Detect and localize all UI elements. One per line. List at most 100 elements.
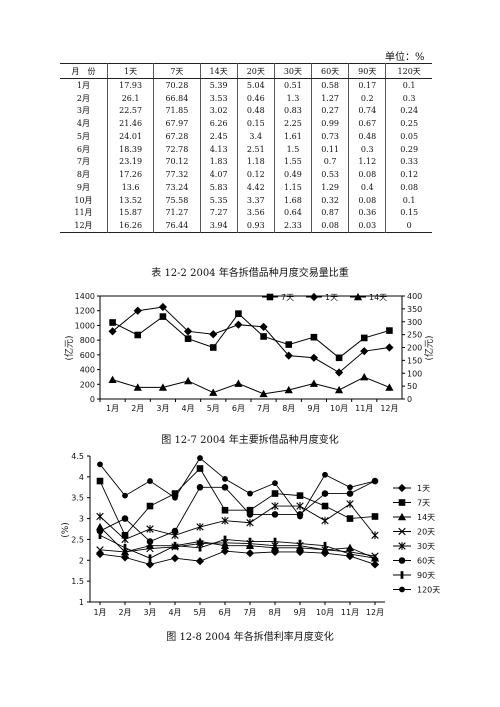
data-point [271, 511, 279, 518]
y-tick-label: 2 [79, 556, 84, 565]
legend-label: 20天 [417, 528, 435, 537]
data-point [247, 490, 253, 497]
table-cell: 0.51 [274, 78, 313, 92]
y-left-tick-label: 1200 [75, 307, 95, 316]
data-point [108, 375, 117, 383]
table-cell: 0.53 [311, 168, 350, 181]
data-point [146, 538, 154, 545]
data-point [334, 385, 344, 394]
legend-marker [397, 483, 407, 493]
table-cell: 0.12 [237, 168, 275, 181]
series-line [99, 550, 376, 565]
data-point [321, 516, 329, 525]
data-point [96, 512, 104, 521]
y-right-tick-label: 0 [407, 395, 412, 404]
data-point [372, 478, 378, 484]
data-point [95, 522, 105, 531]
data-point [371, 513, 379, 520]
data-point [222, 476, 228, 482]
table-cell: 0.25 [400, 119, 419, 129]
series-line [99, 526, 376, 559]
y-right-tick-label: 350 [407, 305, 422, 314]
figure-12-7-caption: 图 12-7 2004 年主要拆借品种月度变化 [161, 435, 339, 446]
table-cell: 21.46 [107, 117, 155, 130]
table-cell: 17.26 [107, 168, 155, 181]
table-cell: 0.11 [311, 142, 350, 156]
table-cell: 75.58 [153, 193, 201, 207]
data-point [310, 333, 318, 341]
table-cell: 3.37 [237, 193, 275, 207]
table-cell: 3月 [60, 104, 108, 118]
table-cell: 0.73 [311, 130, 350, 143]
data-point [221, 483, 229, 491]
legend-label: 30天 [417, 542, 435, 551]
series-120天 [97, 455, 378, 520]
column-header: 30天 [274, 63, 313, 79]
y-tick-label: 3.5 [71, 494, 84, 503]
x-tick-label: 3月 [143, 608, 156, 617]
data-point [270, 543, 280, 552]
data-point [234, 320, 243, 329]
data-point [385, 343, 394, 352]
data-point [196, 523, 204, 531]
table-cell: 71.85 [153, 104, 201, 118]
table-cell: 4.07 [200, 168, 238, 181]
legend-marker [353, 292, 363, 301]
table-cell: 0.67 [348, 117, 387, 130]
data-point [296, 502, 304, 510]
data-point [170, 554, 180, 563]
table-cell: 16.26 [107, 219, 155, 233]
x-tick-label: 10月 [316, 608, 334, 617]
y-tick-label: 1 [79, 598, 84, 607]
data-point [296, 492, 304, 499]
table-cell: 0.7 [311, 155, 350, 169]
data-point [134, 331, 142, 339]
y-right-tick-label: 150 [407, 356, 422, 365]
y-right-tick-label: 400 [407, 292, 422, 301]
data-point [146, 544, 154, 553]
table-cell: 3.4 [237, 130, 275, 143]
legend-marker [399, 586, 405, 593]
table-cell: 6月 [60, 142, 108, 156]
table-cell: 0.64 [274, 206, 313, 220]
legend-marker [398, 527, 406, 536]
table-cell: 1.29 [311, 181, 350, 194]
data-point [386, 327, 393, 334]
table-cell: 0.2 [348, 91, 387, 105]
data-point [147, 478, 153, 484]
table-cell: 1.68 [274, 193, 313, 207]
data-point [221, 516, 229, 525]
x-tick-label: 12月 [380, 404, 398, 413]
table-cell: 2.45 [200, 130, 238, 143]
x-tick-label: 3月 [156, 404, 169, 413]
data-point [284, 385, 293, 394]
data-point [297, 513, 303, 520]
x-tick-label: 2月 [131, 404, 144, 413]
column-header: 60天 [311, 63, 350, 79]
table-cell: 0.46 [237, 91, 275, 105]
x-tick-label: 2月 [118, 608, 131, 617]
table-cell: 0.99 [311, 117, 350, 130]
y-left-tick-label: 600 [80, 351, 95, 360]
table-cell: 7.27 [200, 206, 238, 220]
y-left-tick-label: 800 [80, 336, 95, 345]
table-cell: 0.93 [237, 219, 275, 233]
x-tick-label: 8月 [268, 608, 281, 617]
x-tick-label: 11月 [341, 608, 359, 617]
data-point [348, 550, 352, 558]
data-point [209, 330, 218, 339]
data-point [133, 383, 142, 391]
data-point [321, 490, 329, 497]
data-point [158, 383, 168, 391]
y-tick-label: 3 [79, 515, 84, 524]
x-tick-label: 5月 [207, 404, 220, 413]
table-row: 8月 17.26 77.32 4.07 0.12 0.49 0.53 0.08 0.12 [60, 168, 432, 181]
table-cell: 13.6 [107, 181, 155, 194]
series-line [99, 480, 376, 543]
data-point [309, 353, 319, 362]
series-14天 [95, 522, 380, 562]
y-left-tick-label: 0 [90, 395, 95, 404]
table-cell: 18.39 [107, 142, 155, 156]
table-cell: 5月 [60, 130, 108, 143]
table-caption: 表 12-2 2004 年各拆借品种月度交易量比重 [151, 268, 349, 279]
